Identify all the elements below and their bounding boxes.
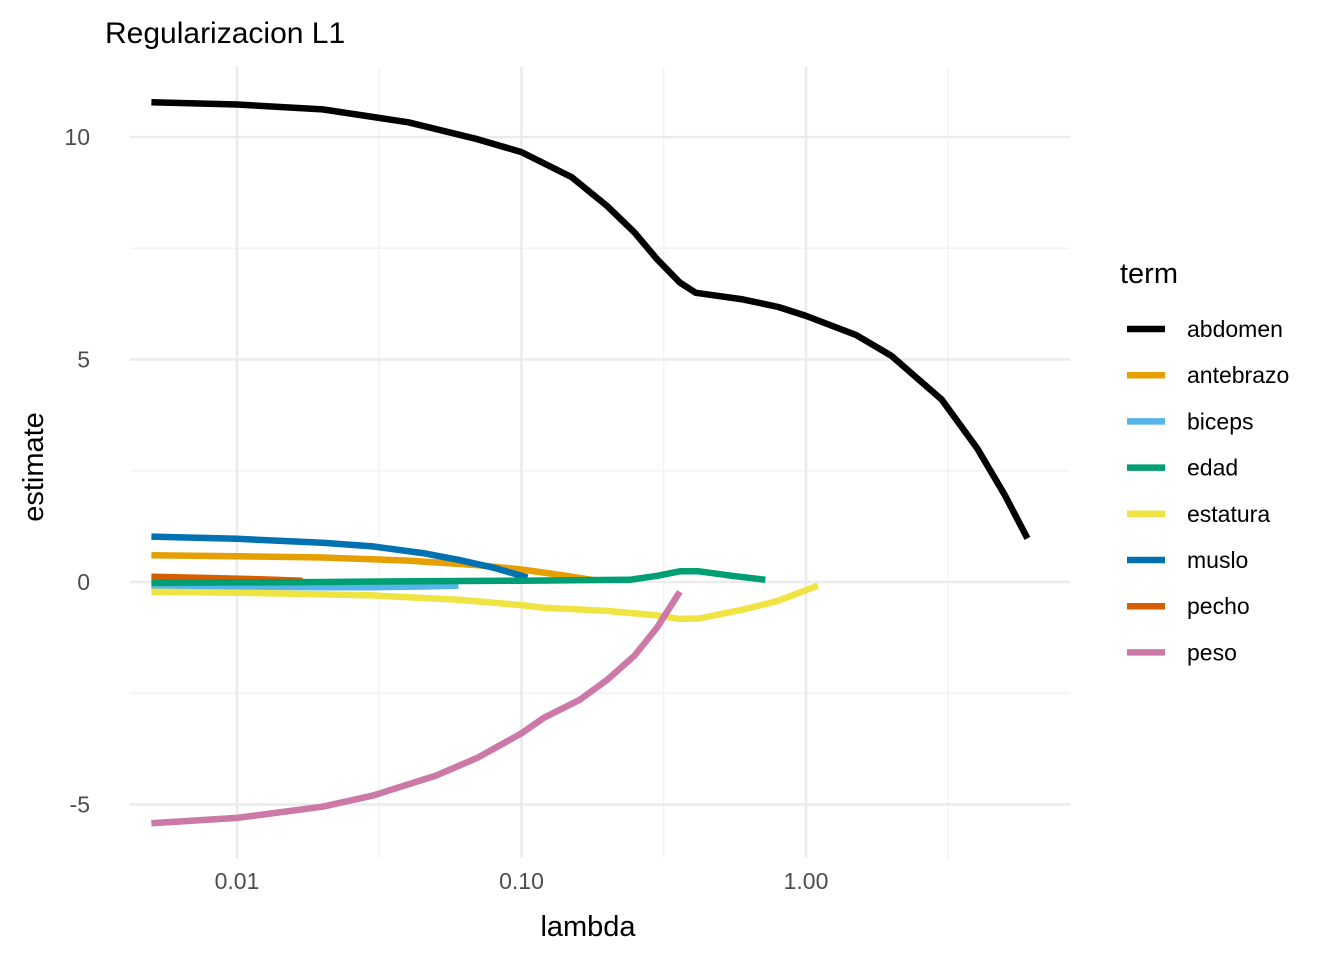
legend-label: antebrazo [1187,362,1289,388]
legend-item-abdomen: abdomen [1127,316,1283,342]
series-line-edad [151,568,766,587]
legend-item-estatura: estatura [1127,501,1270,527]
legend-label: peso [1187,639,1237,665]
series-line-muslo [151,533,529,581]
series-line-antebrazo [151,552,595,584]
legend-item-peso: peso [1127,639,1237,665]
series-line-peso [151,590,683,827]
y-axis-title: estimate [18,412,50,522]
legend-item-muslo: muslo [1127,547,1248,573]
y-tick-label: 10 [64,124,90,150]
series-line-estatura [151,582,819,623]
legend-title: term [1120,258,1178,290]
legend: term abdomen antebrazo biceps edad estatura m… [1120,258,1289,665]
y-tick-label: -5 [70,792,90,818]
series-line-biceps [151,582,459,591]
legend-label: pecho [1187,593,1250,619]
series-layer [151,99,1031,827]
x-tick-label: 0.10 [499,868,544,894]
legend-item-pecho: pecho [1127,593,1250,619]
chart-title: Regularizacion L1 [105,17,345,50]
legend-label: abdomen [1187,316,1283,342]
legend-item-biceps: biceps [1127,408,1253,434]
y-tick-label: 5 [77,347,90,373]
legend-label: muslo [1187,547,1248,573]
legend-item-antebrazo: antebrazo [1127,362,1289,388]
axis-ticks: 0.01 0.10 1.00 10 5 0 -5 [64,124,828,894]
x-tick-label: 0.01 [215,868,260,894]
legend-label: biceps [1187,408,1253,434]
series-line-abdomen [151,99,1031,540]
legend-label: edad [1187,455,1238,481]
legend-label: estatura [1187,501,1270,527]
legend-item-edad: edad [1127,455,1238,481]
x-axis-title: lambda [540,911,636,943]
x-tick-label: 1.00 [784,868,829,894]
grid [130,67,1070,858]
y-tick-label: 0 [77,569,90,595]
